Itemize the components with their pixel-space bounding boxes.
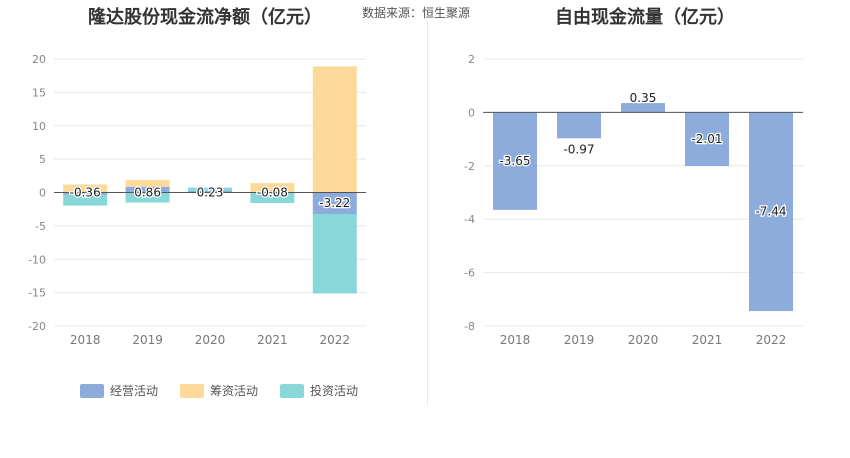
x-tick-label: 2020 — [195, 333, 226, 347]
bar — [557, 112, 601, 139]
data-label: 0.35 — [630, 91, 657, 105]
x-tick-label: 2018 — [500, 333, 531, 347]
data-label: -0.08 — [257, 186, 288, 200]
y-tick-label: -4 — [464, 213, 475, 226]
y-tick-label: 2 — [468, 53, 475, 66]
legend-swatch — [180, 383, 205, 398]
legend-label: 筹资活动 — [210, 384, 259, 398]
x-tick-label: 2021 — [692, 333, 723, 347]
y-tick-label: 20 — [32, 53, 46, 66]
left-chart-title: 隆达股份现金流净额（亿元） — [88, 7, 322, 28]
x-tick-label: 2022 — [756, 333, 787, 347]
y-tick-label: 0 — [468, 106, 475, 119]
y-tick-label: -6 — [464, 267, 475, 280]
bar — [493, 112, 537, 210]
legend-item[interactable]: 筹资活动 — [180, 382, 258, 399]
data-label: 0.23 — [197, 186, 224, 200]
legend-swatch — [80, 383, 104, 398]
left-chart-legend: 经营活动 筹资活动 投资活动 — [80, 382, 358, 399]
y-tick-label: -5 — [35, 220, 46, 233]
legend-swatch — [280, 383, 305, 398]
data-label: -3.22 — [319, 196, 350, 210]
right-chart-title: 自由现金流量（亿元） — [555, 7, 735, 28]
bar-segment — [312, 213, 357, 294]
bar-segment — [250, 193, 295, 204]
data-label: -3.65 — [499, 154, 530, 168]
x-tick-label: 2022 — [320, 333, 351, 347]
y-tick-label: 0 — [39, 187, 46, 200]
right-free-cashflow-chart: 2 0 -2 -4 -6 -8 2018 2019 2020 2021 2022 -3.65 -0.97… — [464, 53, 803, 347]
x-tick-label: 2019 — [564, 333, 595, 347]
left-cashflow-chart: 20 15 10 5 0 -5 -10 -15 -20 2018 2019 2020 2021 2022 -… — [28, 53, 366, 347]
x-tick-label: 2021 — [257, 333, 288, 347]
legend-label: 投资活动 — [310, 384, 359, 398]
bar — [749, 112, 793, 312]
bar-segment — [312, 66, 357, 193]
bar-segment — [63, 194, 108, 206]
y-tick-label: 5 — [39, 153, 46, 166]
y-tick-label: 15 — [32, 86, 46, 99]
bar-segment — [125, 186, 170, 193]
data-source-note: 数据来源：恒生聚源 — [362, 6, 471, 20]
data-label: -2.01 — [691, 132, 722, 146]
data-label: -0.97 — [563, 142, 594, 156]
legend-label: 经营活动 — [110, 384, 159, 398]
x-tick-label: 2019 — [132, 333, 163, 347]
bar-segment — [125, 192, 170, 203]
y-tick-label: -10 — [28, 253, 46, 266]
y-tick-label: -2 — [464, 160, 475, 173]
legend-item[interactable]: 经营活动 — [80, 382, 158, 399]
legend-item[interactable]: 投资活动 — [280, 382, 358, 399]
bar — [621, 103, 665, 113]
data-label: -0.36 — [70, 186, 101, 200]
x-tick-label: 2020 — [628, 333, 659, 347]
x-tick-label: 2018 — [70, 333, 101, 347]
y-tick-label: -8 — [464, 320, 475, 333]
y-tick-label: 10 — [32, 120, 46, 133]
bar-segment — [250, 183, 295, 193]
bar-segment — [188, 190, 232, 193]
bar-segment — [188, 187, 232, 191]
y-tick-label: -15 — [28, 287, 46, 300]
bar-segment — [63, 184, 108, 193]
panel-divider — [427, 20, 428, 405]
bar-segment — [63, 192, 108, 195]
bar — [685, 112, 729, 167]
data-label: -7.44 — [755, 205, 786, 219]
bar-segment — [125, 180, 170, 187]
bar-segment — [312, 192, 357, 214]
data-label: 0.86 — [134, 186, 161, 200]
y-tick-label: -20 — [28, 320, 46, 333]
